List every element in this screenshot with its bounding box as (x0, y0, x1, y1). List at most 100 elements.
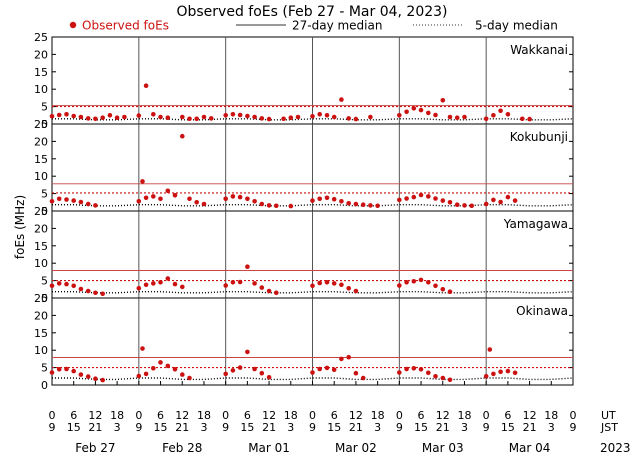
observed-point (64, 281, 69, 287)
observed-point (223, 283, 228, 288)
observed-point (100, 115, 105, 120)
observed-point (368, 203, 373, 208)
jst-tick-label: 3 (374, 421, 381, 434)
observed-point (237, 112, 243, 118)
observed-point (56, 367, 62, 372)
ut-tick-label: 12 (436, 409, 450, 422)
observed-point (353, 288, 359, 294)
observed-point (85, 201, 91, 207)
observed-point (252, 199, 257, 204)
observed-point (172, 193, 178, 198)
observed-point (447, 200, 453, 205)
ut-tick-label: 12 (523, 409, 537, 422)
observed-point (237, 279, 243, 285)
observed-point (339, 356, 344, 362)
ut-tick-label: 18 (284, 409, 298, 422)
observed-point (252, 281, 257, 286)
observed-point (440, 287, 446, 292)
jst-tick-label: 3 (461, 421, 468, 434)
observed-point (266, 375, 272, 380)
jst-axis-label: JST (600, 421, 618, 434)
y-tick-label: 10 (34, 344, 48, 357)
observed-point (426, 280, 431, 285)
observed-point (56, 281, 62, 286)
observed-point (411, 279, 417, 284)
y-tick-label: 20 (34, 48, 48, 61)
observed-point (426, 370, 431, 376)
observed-point (165, 188, 171, 194)
observed-point (64, 112, 69, 117)
jst-tick-label: 21 (436, 421, 450, 434)
observed-point (237, 194, 243, 200)
observed-point (201, 201, 207, 207)
observed-point (140, 346, 145, 351)
panel-yamagawa: 0 5 10 15 20 25 Yamagawa (34, 205, 574, 305)
jst-tick-label: 15 (240, 421, 254, 434)
observed-point (426, 194, 431, 199)
ut-tick-label: 0 (483, 409, 490, 422)
observed-point (180, 284, 185, 290)
y-tick-label: 0 (41, 205, 48, 218)
observed-point (107, 113, 113, 118)
ut-tick-label: 6 (70, 409, 77, 422)
observed-point (331, 367, 337, 373)
observed-point (447, 289, 453, 295)
ut-axis-label: UT (601, 409, 616, 422)
observed-point (158, 280, 163, 285)
observed-point (491, 113, 496, 118)
observed-point (230, 368, 236, 373)
jst-tick-label: 15 (67, 421, 81, 434)
jst-tick-label: 9 (49, 421, 56, 434)
observed-point (56, 196, 62, 202)
ut-tick-label: 0 (135, 409, 142, 422)
day-label: Feb 28 (162, 441, 202, 455)
observed-point (93, 116, 98, 122)
observed-point (252, 114, 257, 120)
observed-point (483, 116, 489, 122)
observed-point (404, 280, 409, 285)
observed-point (447, 377, 453, 383)
observed-point (491, 197, 496, 203)
day-label: Feb 27 (75, 441, 115, 455)
observed-point (324, 195, 330, 201)
observed-point (360, 375, 366, 381)
observed-point (165, 276, 171, 281)
observed-point (498, 199, 503, 205)
panel-kokubunji: 0 5 10 15 20 25 Kokubunji (34, 118, 574, 218)
ut-tick-label: 12 (262, 409, 276, 422)
jst-tick-label: 15 (414, 421, 428, 434)
observed-point (433, 112, 438, 118)
ut-tick-label: 12 (88, 409, 102, 422)
observed-point (223, 113, 228, 118)
observed-point (498, 369, 503, 375)
y-tick-label: 0 (41, 379, 48, 392)
observed-point (208, 116, 214, 121)
observed-point (339, 282, 344, 288)
observed-point (172, 367, 178, 372)
jst-tick-label: 21 (88, 421, 102, 434)
observed-point (454, 115, 460, 120)
observed-point (180, 133, 185, 139)
ut-tick-label: 0 (222, 409, 229, 422)
observed-point (259, 201, 265, 207)
ut-tick-label: 18 (544, 409, 558, 422)
observed-point (230, 280, 236, 285)
observed-point (520, 116, 525, 122)
observed-point (317, 280, 323, 286)
observed-point (324, 113, 330, 118)
observed-point (71, 283, 76, 289)
day-label: Mar 02 (335, 441, 377, 455)
observed-point (49, 114, 55, 119)
observed-point (230, 112, 236, 117)
observed-point (418, 192, 424, 198)
observed-point (187, 375, 192, 381)
observed-point (411, 194, 417, 200)
panel-okinawa: 0 5 10 15 20 25 Okinawa (34, 292, 574, 392)
observed-point (245, 264, 250, 270)
ut-tick-label: 0 (570, 409, 577, 422)
observed-point (317, 112, 323, 117)
observed-point (71, 113, 76, 119)
legend-observed-label: Observed foEs (82, 19, 169, 33)
y-axis-label: foEs (MHz) (13, 195, 27, 259)
